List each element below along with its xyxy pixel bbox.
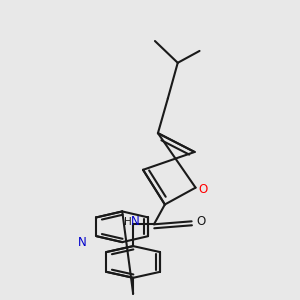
Text: O: O bbox=[199, 183, 208, 196]
Text: N: N bbox=[131, 215, 140, 228]
Text: O: O bbox=[196, 215, 205, 228]
Text: N: N bbox=[78, 236, 87, 249]
Text: H: H bbox=[124, 217, 132, 227]
